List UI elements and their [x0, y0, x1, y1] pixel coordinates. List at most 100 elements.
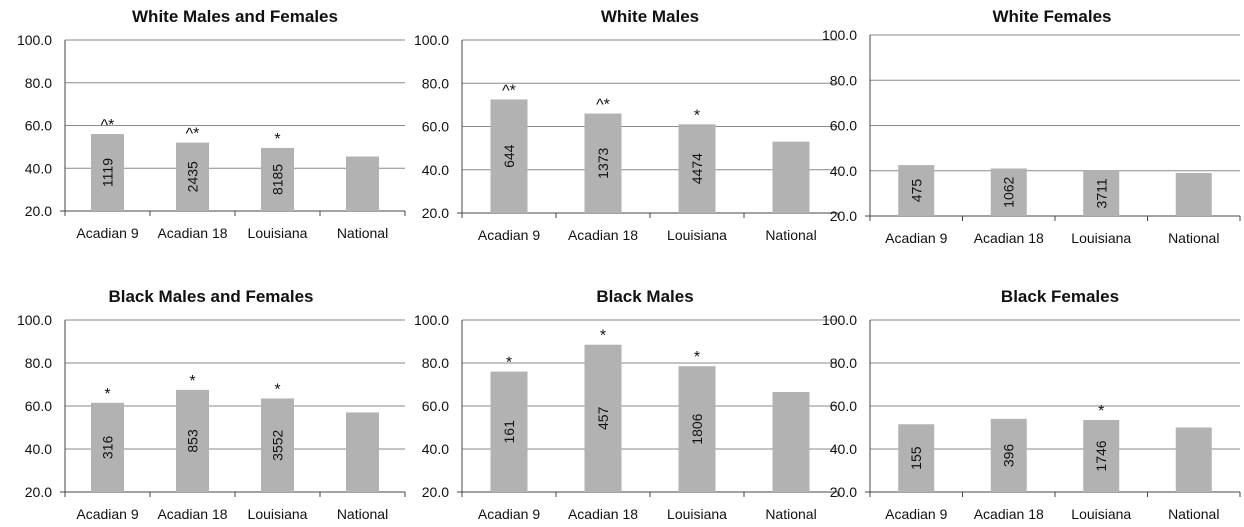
y-tick-label: 80.0	[422, 355, 449, 371]
category-label: National	[1168, 506, 1219, 522]
bar	[773, 392, 810, 492]
significance-mark: ^*	[186, 126, 200, 143]
category-label: Louisiana	[1071, 230, 1131, 246]
chart-title: Black Females	[1001, 287, 1119, 306]
significance-mark: ^*	[596, 97, 610, 114]
category-label: Louisiana	[667, 506, 727, 522]
bar-data-label: 457	[595, 406, 611, 430]
y-tick-label: 80.0	[25, 355, 52, 371]
y-tick-label: 60.0	[422, 398, 449, 414]
y-tick-label: 100.0	[822, 27, 857, 43]
bar	[346, 412, 379, 492]
y-tick-label: 40.0	[25, 160, 52, 176]
category-label: Acadian 9	[478, 506, 540, 522]
bar-data-label: 396	[1001, 444, 1017, 468]
category-label: Acadian 18	[568, 227, 638, 243]
category-label: National	[337, 225, 388, 241]
y-tick-label: 20.0	[422, 484, 449, 500]
y-tick-label: 40.0	[422, 441, 449, 457]
bar-data-label: 475	[908, 179, 924, 203]
chart-title: White Males	[601, 7, 699, 26]
chart-title: Black Males and Females	[108, 287, 313, 306]
y-tick-label: 20.0	[830, 484, 857, 500]
category-label: Acadian 9	[478, 227, 540, 243]
chart-6: Black Females 20.0 40.0 60.0 80.0 100.0 155 Aca…	[822, 287, 1240, 522]
bar-data-label: 8185	[270, 164, 286, 195]
significance-mark: *	[274, 381, 280, 398]
bar	[773, 142, 810, 213]
y-tick-label: 80.0	[830, 72, 857, 88]
y-tick-label: 40.0	[830, 163, 857, 179]
y-tick-label: 100.0	[414, 32, 449, 48]
bar-data-label: 155	[908, 446, 924, 470]
chart-title: White Females	[992, 7, 1111, 26]
y-tick-label: 40.0	[830, 441, 857, 457]
bar	[1176, 173, 1212, 216]
chart-2: White Males 20.0 40.0 60.0 80.0 100.0 644 ^* Aca…	[414, 7, 838, 243]
chart-5: Black Males 20.0 40.0 60.0 80.0 100.0 161 * Acad…	[414, 287, 838, 522]
bar-data-label: 1062	[1001, 176, 1017, 207]
category-label: National	[337, 506, 388, 522]
category-label: Acadian 18	[568, 506, 638, 522]
significance-mark: *	[104, 386, 110, 403]
bar-data-label: 4474	[689, 153, 705, 184]
significance-mark: *	[600, 328, 606, 345]
bar-data-label: 1373	[595, 147, 611, 178]
y-tick-label: 60.0	[25, 118, 52, 134]
category-label: Acadian 9	[885, 230, 947, 246]
bar-data-label: 644	[501, 144, 517, 168]
category-label: Louisiana	[667, 227, 727, 243]
chart-title: Black Males	[596, 287, 693, 306]
chart-1: White Males and Females 20.0 40.0 60.0 80.0 1…	[17, 7, 405, 241]
y-tick-label: 60.0	[422, 119, 449, 135]
chart-4: Black Males and Females 20.0 40.0 60.0 80.0 1…	[17, 287, 405, 522]
bar-data-label: 3552	[270, 429, 286, 460]
category-label: Acadian 18	[157, 506, 227, 522]
category-label: Louisiana	[248, 506, 308, 522]
category-label: Louisiana	[1071, 506, 1131, 522]
bar-data-label: 316	[100, 435, 116, 459]
y-tick-label: 20.0	[422, 205, 449, 221]
category-label: Acadian 18	[974, 230, 1044, 246]
category-label: Acadian 9	[76, 506, 138, 522]
chart-3: White Females 20.0 40.0 60.0 80.0 100.0 475 Aca…	[822, 7, 1240, 246]
significance-mark: *	[694, 349, 700, 366]
y-tick-label: 100.0	[17, 312, 52, 328]
y-tick-label: 40.0	[422, 162, 449, 178]
significance-mark: *	[506, 355, 512, 372]
category-label: National	[765, 227, 816, 243]
category-label: Acadian 18	[157, 225, 227, 241]
category-label: Acadian 18	[974, 506, 1044, 522]
y-tick-label: 100.0	[414, 312, 449, 328]
y-tick-label: 60.0	[25, 398, 52, 414]
bar-data-label: 161	[501, 420, 517, 444]
bar	[1176, 428, 1212, 493]
category-label: National	[1168, 230, 1219, 246]
category-label: Acadian 9	[76, 225, 138, 241]
bar-data-label: 1746	[1093, 440, 1109, 471]
y-tick-label: 80.0	[422, 75, 449, 91]
y-tick-label: 100.0	[17, 32, 52, 48]
bar	[346, 156, 379, 211]
bar-data-label: 1806	[689, 413, 705, 444]
y-tick-label: 40.0	[25, 441, 52, 457]
significance-mark: *	[694, 107, 700, 124]
significance-mark: *	[189, 373, 195, 390]
y-tick-label: 60.0	[830, 398, 857, 414]
bar-data-label: 3711	[1093, 178, 1109, 208]
significance-mark: ^*	[101, 117, 115, 134]
y-tick-label: 20.0	[25, 484, 52, 500]
y-tick-label: 20.0	[25, 203, 52, 219]
significance-mark: *	[1098, 403, 1104, 420]
bar-data-label: 1119	[100, 158, 116, 187]
bar-data-label: 2435	[185, 161, 201, 192]
chart-title: White Males and Females	[132, 7, 338, 26]
category-label: Louisiana	[248, 225, 308, 241]
y-tick-label: 20.0	[830, 208, 857, 224]
y-tick-label: 80.0	[25, 75, 52, 91]
significance-mark: *	[274, 131, 280, 148]
category-label: National	[765, 506, 816, 522]
bar-data-label: 853	[185, 429, 201, 453]
y-tick-label: 80.0	[830, 355, 857, 371]
